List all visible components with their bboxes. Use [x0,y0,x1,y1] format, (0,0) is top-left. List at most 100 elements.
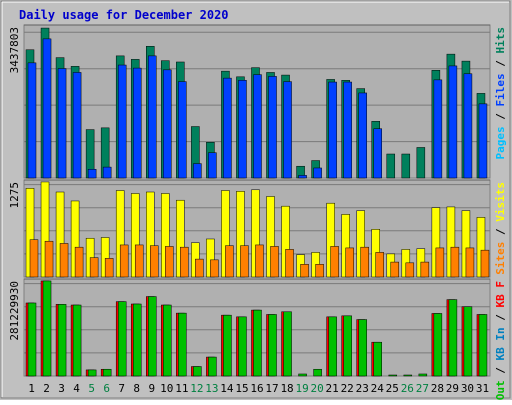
x-tick-label: 10 [160,382,173,395]
bar-kb-out [418,373,428,377]
bar-files [328,81,337,179]
bar-kb-out [253,309,262,377]
bar-kb-out [268,314,277,377]
legend-entry: KB Out [494,380,507,400]
bar-sites [270,246,279,278]
x-tick-label: 21 [326,382,339,395]
x-axis-labels: 1 2 3 4 5 6 7 8 9 10 11 12 13 14 15 16 17 18 19 20 21 22 23 24 2… [28,382,489,395]
bar-hits [401,153,411,179]
bar-sites [225,245,234,278]
y-axis-max-label: 1275 [8,182,21,209]
bar-sites [180,246,189,278]
bar-files [42,38,52,179]
x-tick-label: 6 [103,382,110,395]
legend: KB Out / KB In / KB F [494,281,507,400]
x-tick-label: 2 [43,382,50,395]
bar-kb-out [117,301,127,377]
bar-files [238,80,247,179]
bar-files [132,67,142,179]
bar-sites [315,264,324,278]
bar-kb-out [403,374,413,377]
bar-kb-out [208,356,217,377]
legend-entry: Visits [494,182,507,222]
bar-kb-out [223,314,232,377]
bar-files [283,81,292,179]
bar-files [313,167,322,179]
bar-sites [300,264,309,278]
bar-sites [104,258,114,278]
x-tick-label: 11 [175,382,188,395]
chart-title: Daily usage for December 2020 [19,8,229,22]
bar-files [463,73,473,179]
bar-files [448,65,458,179]
bar-sites [450,246,460,278]
bar-kb-out [72,304,82,377]
legend-separator: / [494,54,507,74]
bar-files [298,175,307,179]
bar-hits [386,153,396,179]
legend-entry: KB In [494,327,507,360]
bar-sites [360,246,369,278]
bar-kb-out [448,299,458,377]
bar-files [478,103,488,179]
x-tick-label: 22 [341,382,354,395]
bar-sites [405,262,415,278]
bar-sites [420,261,430,278]
x-tick-label: 20 [311,382,324,395]
bar-sites [465,247,475,278]
bar-files [223,77,232,179]
bar-files [433,79,443,179]
x-tick-label: 1 [28,382,35,395]
bar-kb-out [238,316,247,377]
bar-files [343,81,352,179]
x-tick-label: 12 [190,382,203,395]
bar-sites [435,247,445,278]
bar-sites [59,243,69,278]
x-tick-label: 19 [295,382,308,395]
legend-separator: / [494,361,507,381]
x-tick-label: 16 [250,382,263,395]
y-axis-max-label: 281229930 [8,281,21,341]
bar-files [148,55,157,179]
legend-entry: KB F [494,281,507,308]
bar-sites [345,247,354,278]
bar-kb-out [298,373,307,377]
legend-entry: Files [494,73,507,106]
x-tick-label: 23 [356,382,369,395]
bar-sites [285,249,294,278]
bar-kb-out [163,304,172,377]
legend-separator: / [494,308,507,328]
bar-files [72,72,82,179]
legend-entry: Sites [494,242,507,275]
x-tick-label: 13 [205,382,218,395]
bar-kb-out [478,314,488,377]
bar-files [27,62,37,179]
bar-kb-out [27,302,37,377]
bar-sites [89,257,99,278]
x-tick-label: 3 [58,382,65,395]
x-tick-label: 4 [73,382,80,395]
bar-files [163,69,172,179]
bar-kb-out [57,304,67,377]
x-tick-label: 25 [386,382,399,395]
bar-files [268,76,277,179]
bar-kb-out [283,311,292,377]
x-tick-label: 29 [446,382,459,395]
bar-files [358,92,367,179]
bar-files [57,68,67,179]
x-tick-label: 31 [476,382,489,395]
bar-kb-out [343,315,352,377]
bar-files [178,81,187,179]
bar-kb-out [433,313,443,377]
legend-entry: Pages [494,126,507,159]
bars [25,181,490,278]
bar-sites [255,244,264,278]
x-tick-label: 27 [416,382,429,395]
x-tick-label: 8 [133,382,140,395]
bar-files [117,64,127,179]
bar-files [193,163,202,179]
